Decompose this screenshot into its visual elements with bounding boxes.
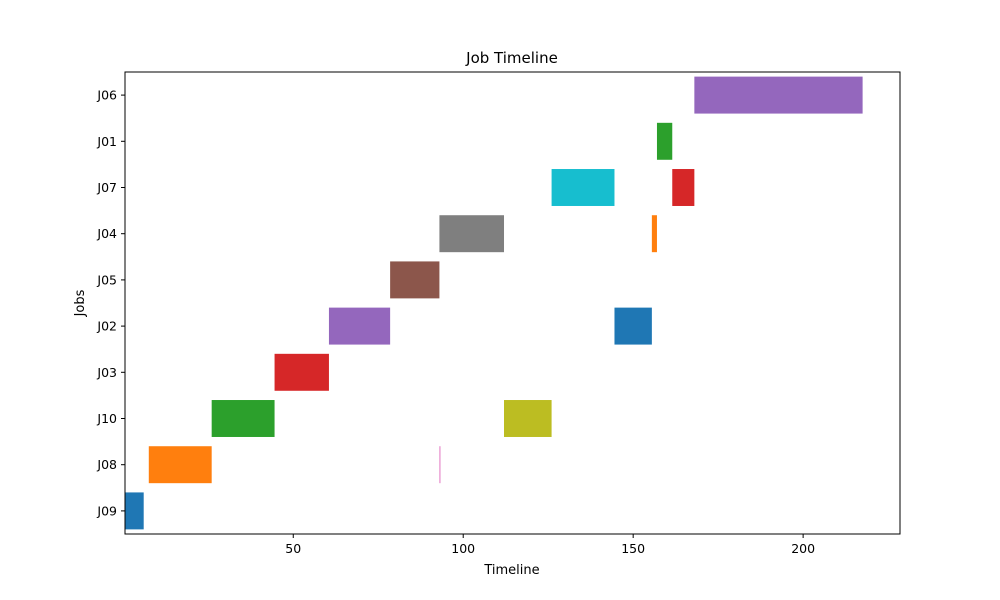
y-tick-label-j04: J04	[96, 226, 117, 241]
y-tick-label-j10: J10	[96, 411, 117, 426]
y-tick-label-j08: J08	[96, 457, 117, 472]
y-axis-label: Jobs	[73, 289, 88, 317]
bar-j07-9	[551, 169, 615, 206]
x-axis-label: Timeline	[483, 563, 539, 578]
bar-j07-13	[672, 169, 695, 206]
x-tick-label-150: 150	[621, 541, 645, 556]
bar-j01-12	[656, 122, 673, 160]
bar-j02-4	[328, 307, 391, 345]
bar-j04-11	[651, 215, 657, 253]
bar-j02-10	[614, 307, 652, 345]
bar-j04-7	[439, 215, 505, 253]
x-axis-ticks: 50 100 150 200	[285, 534, 815, 556]
y-tick-label-j09: J09	[96, 503, 117, 518]
bar-j03-3	[274, 353, 329, 391]
y-tick-label-j03: J03	[96, 365, 117, 380]
y-axis-ticks: J09 J08 J10 J03 J02 J05 J04 J07 J01 J06	[96, 88, 125, 518]
chart-title: Job Timeline	[465, 49, 558, 67]
plot-area-frame	[124, 71, 901, 535]
x-tick-label-100: 100	[451, 541, 475, 556]
bar-j08-1	[148, 446, 212, 484]
bar-j06-14	[694, 76, 863, 114]
bar-j10-8	[504, 400, 552, 437]
y-tick-label-j02: J02	[96, 319, 117, 334]
x-tick-label-200: 200	[791, 541, 815, 556]
x-tick-label-50: 50	[285, 541, 301, 556]
bar-j09-0	[125, 492, 144, 530]
y-tick-label-j01: J01	[96, 134, 117, 149]
bar-j08-6	[439, 446, 441, 484]
y-tick-label-j05: J05	[96, 272, 117, 287]
bars-group	[125, 76, 863, 530]
y-tick-label-j06: J06	[96, 88, 117, 103]
y-tick-label-j07: J07	[96, 180, 117, 195]
bar-j05-5	[390, 261, 440, 299]
bar-j10-2	[211, 400, 275, 437]
